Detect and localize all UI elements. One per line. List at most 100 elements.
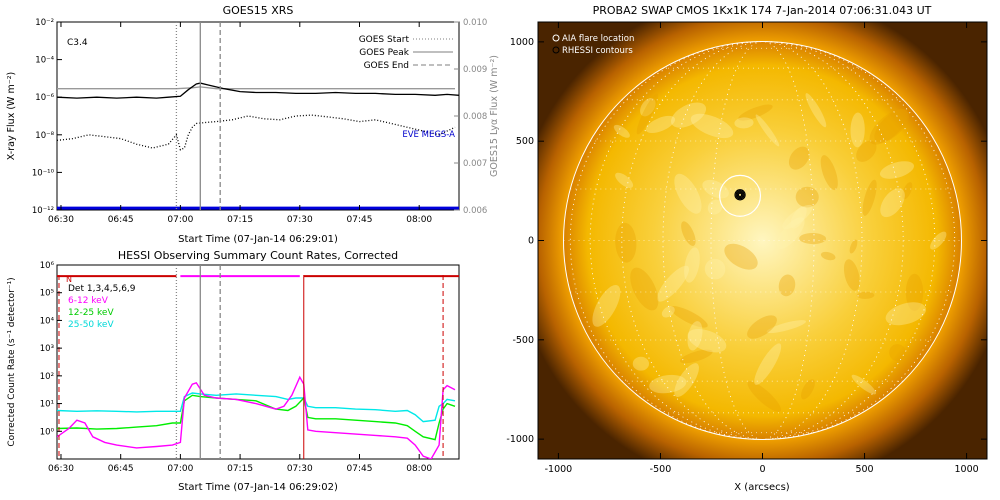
sun-texture-patch [790,206,807,229]
sun-texture-patch [795,186,819,208]
sun-texture-patch [636,93,659,135]
sun-texture-patch [799,233,827,245]
sun-texture-patch [856,291,875,299]
sun-texture-patch [879,161,914,179]
hessi-ytick-label: 10⁶ [40,261,55,271]
swap-panel: PROBA2 SWAP CMOS 1Kx1K 174 7-Jan-2014 07… [506,4,988,493]
sun-texture-patch [776,217,805,250]
sun-texture-patch [630,267,659,311]
goes-xlabel: Start Time (07-Jan-14 06:29:01) [178,234,338,245]
longitude-line [569,41,956,440]
goes-title: GOES15 XRS [223,4,294,17]
sun-texture-patch [889,344,906,362]
goes-ylabel: X-ray Flux (W m⁻²) [6,72,17,161]
goes-xtick-label: 06:45 [108,215,134,225]
hessi-ytick-label: 10³ [40,344,54,354]
sun-texture-patch [880,188,905,218]
goes-xtick-label: 06:30 [48,215,74,225]
swap-xtick-label: 500 [855,464,873,475]
sun-texture-patch [681,221,696,246]
sun-texture-patch [801,379,815,400]
sun-texture-patch [724,243,758,270]
swap-xtick-label: -500 [650,464,672,475]
goes-panel: GOES15 XRS 06:30 06:45 07:00 07:15 07:30 07:4… [6,4,500,245]
rhessi-legend-symbol [552,46,560,54]
sun-texture-patch [788,146,810,170]
sun-texture-patch [766,320,806,334]
goes-xtick-label: 08:00 [406,215,432,225]
hessi-legend-25-50: 25-50 keV [68,320,114,330]
goes-legend: GOES Start GOES Peak GOES End [359,35,453,71]
sun-texture-patch [930,231,947,250]
goes-ytick-right-label: 0.010 [463,18,487,28]
sun-texture-patch [778,274,796,297]
swap-legend: AIA flare location RHESSI contours [552,34,634,56]
goes-series-line-1 [57,82,459,99]
sun-texture-patch [674,173,702,214]
goes-ytick-right-label: 0.006 [463,206,487,216]
hessi-xlabel: Start Time (07-Jan-14 06:29:02) [178,482,338,493]
aia-legend-label: AIA flare location [562,34,634,44]
sun-texture-patch [734,117,754,129]
sun-texture-patch [850,112,865,148]
sun-texture-patch [615,172,634,188]
sun-texture-patch [755,114,780,147]
hessi-ytick-label: 10⁵ [40,289,54,299]
hessi-plot-area [56,264,460,460]
goes-ytick-right-label: 0.009 [463,65,487,75]
hessi-series-line-2 [57,375,456,459]
sun-texture-patch [661,306,675,318]
hessi-panel: HESSI Observing Summary Count Rates, Cor… [7,249,460,493]
sun-texture-patch [657,265,690,302]
sun-texture-patch [613,124,630,138]
sun-texture-patch [843,259,860,291]
goes-legend-end: GOES End [364,61,409,71]
sun-texture-patch [820,155,838,191]
swap-title: PROBA2 SWAP CMOS 1Kx1K 174 7-Jan-2014 07… [593,4,932,17]
goes-ytick-label: 10⁻⁴ [35,56,54,66]
rhessi-contour [737,192,743,198]
hessi-xtick-label: 06:30 [48,464,74,474]
sun-texture-patch [856,140,877,162]
sun-texture-patch [885,302,927,326]
hessi-ytick-label: 10¹ [40,400,54,410]
sun-texture-patch [684,247,700,283]
swap-ytick-label: 1000 [510,37,534,48]
hessi-xtick-label: 07:30 [287,464,313,474]
hessi-title: HESSI Observing Summary Count Rates, Cor… [118,249,398,262]
goes-xtick-label: 07:00 [167,215,193,225]
sun-texture-patch [592,284,621,327]
goes-xtick-label: 07:45 [347,215,373,225]
swap-ytick-label: -1000 [506,434,534,445]
sun-texture-patch [674,363,699,397]
swap-ytick-label: 0 [528,236,534,247]
hessi-legend-12-25: 12-25 keV [68,308,114,318]
hessi-ytick-label: 10⁴ [40,316,55,326]
aia-legend-symbol [552,34,560,42]
swap-xtick-label: 0 [759,464,765,475]
goes-ytick-label: 10⁻² [35,18,54,28]
rhessi-legend-label: RHESSI contours [562,46,633,56]
sun-texture-patch [738,104,773,121]
goes-ytick-right-label: 0.008 [463,112,487,122]
goes-ytick-label: 10⁻⁸ [35,131,54,141]
sun-texture-patch [747,315,777,339]
hessi-legend: N Det 1,3,4,5,6,9 6-12 keV 12-25 keV 25-… [66,275,136,330]
goes-ytick-label: 10⁻¹⁰ [32,168,55,178]
sun-texture-patch [671,102,707,128]
sun-texture-patch [862,179,877,216]
sun-texture-patch [669,305,708,328]
hessi-xtick-label: 07:00 [167,464,193,474]
sun-texture-patch [645,115,676,134]
goes-eve-label: EVE MEGS-A [402,130,455,140]
hessi-legend-det: Det 1,3,4,5,6,9 [68,284,136,294]
sun-texture-patch [820,251,836,261]
sun-disk [563,41,962,440]
goes-series-line-0 [57,86,455,90]
hessi-xtick-label: 08:00 [406,464,432,474]
longitude-line [710,41,815,440]
swap-xtick-label: 1000 [954,464,978,475]
sun-texture-patch [679,349,713,364]
hessi-xtick-label: 06:45 [108,464,134,474]
